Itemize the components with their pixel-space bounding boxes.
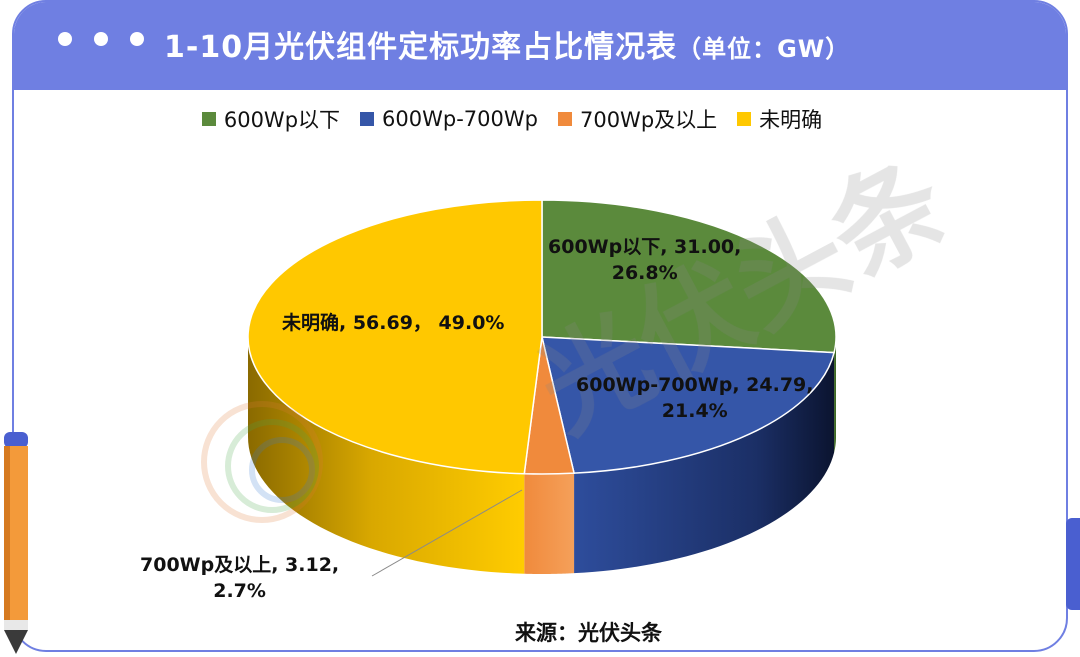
data-label-line: 21.4% — [661, 400, 728, 422]
chart-title: 1-10月光伏组件定标功率占比情况表（单位：GW） — [164, 22, 850, 66]
window-dots — [58, 32, 144, 46]
source-note: 来源：光伏头条 — [515, 621, 662, 645]
legend-label: 600Wp以下 — [223, 108, 341, 132]
pie-side-1 — [574, 352, 835, 574]
chart-legend: 600Wp以下 600Wp-700Wp 700Wp及以上 未明确 — [0, 104, 1052, 134]
legend-label: 未明确 — [759, 108, 823, 132]
pie-slice-1 — [541, 336, 836, 474]
data-label-line: 未明确, 56.69， 49.0% — [282, 312, 505, 334]
side-tab — [1066, 518, 1080, 610]
chart-unit: （单位：GW） — [677, 35, 851, 63]
legend-item: 600Wp以下 — [201, 104, 341, 134]
pie-slice-3 — [247, 199, 543, 475]
data-label-700-above: 700Wp及以上, 3.12, 2.7% — [140, 552, 339, 604]
title-bar: 1-10月光伏组件定标功率占比情况表（单位：GW） — [14, 2, 1066, 90]
legend-swatch — [360, 112, 375, 126]
data-label-line: 600Wp以下, 31.00, — [548, 236, 742, 258]
dot-icon — [94, 32, 108, 46]
legend-item: 600Wp-700Wp — [360, 104, 538, 134]
dot-icon — [58, 32, 72, 46]
legend-label: 700Wp及以上 — [579, 108, 718, 132]
legend-label: 600Wp-700Wp — [382, 107, 538, 131]
watermark-logo-icon — [201, 401, 323, 523]
pie-slice-0 — [541, 199, 837, 354]
data-label-line: 700Wp及以上, 3.12, — [140, 554, 340, 576]
legend-swatch — [557, 112, 572, 126]
chart-title-text: 1-10月光伏组件定标功率占比情况表 — [164, 30, 678, 65]
data-label-line: 600Wp-700Wp, 24.79, — [576, 374, 814, 396]
pie-side-3 — [248, 337, 525, 574]
data-label-600-below: 600Wp以下, 31.00, 26.8% — [548, 234, 741, 286]
legend-item: 未明确 — [737, 104, 822, 134]
data-label-600-700: 600Wp-700Wp, 24.79, 21.4% — [576, 372, 813, 424]
pie-side-2 — [524, 473, 575, 574]
pie-side-0 — [834, 337, 836, 453]
data-label-line: 26.8% — [611, 262, 678, 284]
leader-line — [371, 489, 523, 577]
data-label-unspecified: 未明确, 56.69， 49.0% — [282, 310, 504, 336]
pen-icon — [4, 432, 28, 654]
dot-icon — [130, 32, 144, 46]
legend-swatch — [201, 112, 216, 126]
legend-swatch — [737, 112, 752, 126]
legend-item: 700Wp及以上 — [557, 104, 718, 134]
data-label-line: 2.7% — [213, 580, 266, 602]
